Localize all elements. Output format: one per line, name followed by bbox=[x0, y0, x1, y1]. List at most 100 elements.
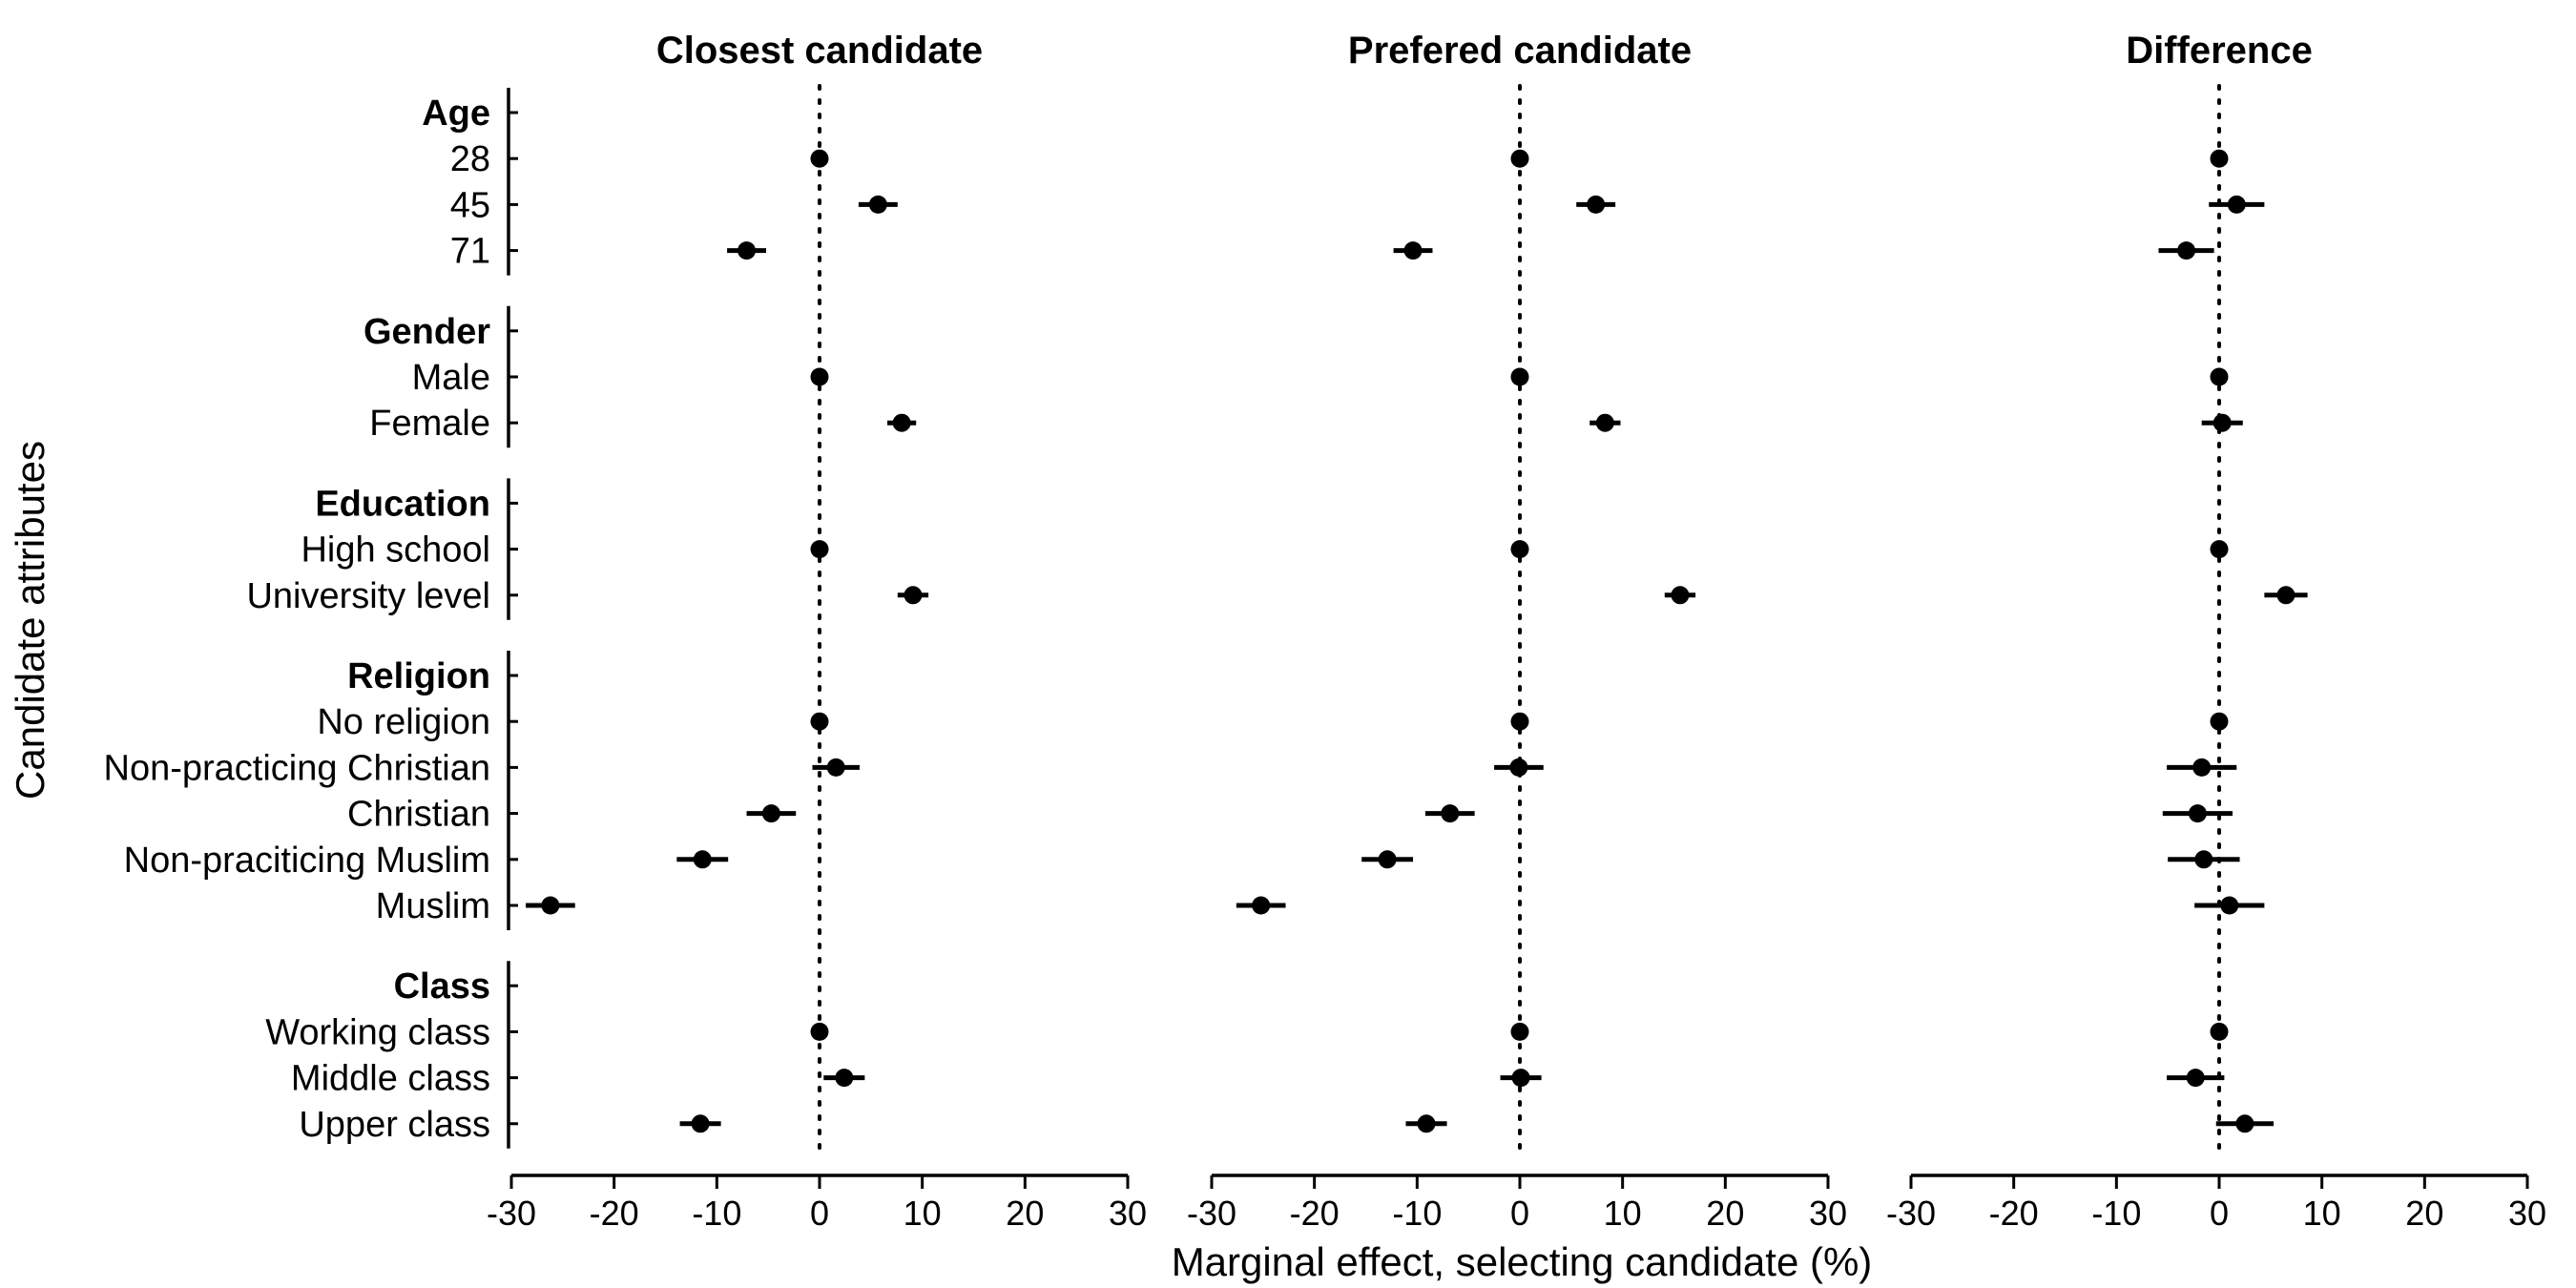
x-tick-label: 10 bbox=[1604, 1194, 1642, 1233]
group-header-label: Religion bbox=[347, 656, 490, 696]
point-estimate bbox=[1510, 1022, 1529, 1041]
panel-3 bbox=[2158, 84, 2308, 1156]
level-label: 71 bbox=[450, 232, 490, 272]
group-header-label: Gender bbox=[364, 312, 490, 352]
point-estimate bbox=[2212, 413, 2232, 432]
level-label: Non-praciticing Muslim bbox=[124, 841, 490, 881]
point-estimate bbox=[1671, 586, 1690, 605]
panel-1 bbox=[526, 84, 929, 1156]
point-estimate bbox=[810, 712, 829, 731]
x-axis-1: -30 -20 -10 0 10 20 30 bbox=[487, 1174, 1147, 1233]
x-tick-label: 20 bbox=[2405, 1194, 2443, 1233]
group-header-label: Age bbox=[422, 93, 490, 134]
panel-2 bbox=[1236, 84, 1696, 1156]
panel-title: Closest candidate bbox=[656, 30, 983, 72]
point-estimate bbox=[868, 195, 887, 214]
level-label: Male bbox=[412, 358, 490, 398]
point-estimate bbox=[810, 540, 829, 559]
level-label: Christian bbox=[347, 795, 490, 835]
point-estimate bbox=[826, 758, 845, 777]
x-tick-label: 20 bbox=[1706, 1194, 1744, 1233]
y-axis-labels: Age 28 45 71 Gender Male Female Education High s… bbox=[104, 93, 491, 1145]
x-tick-label: -30 bbox=[487, 1194, 536, 1233]
x-axis-3: -30 -20 -10 0 10 20 30 bbox=[1886, 1174, 2546, 1233]
y-axis-group-lines bbox=[507, 88, 518, 1149]
point-estimate bbox=[2235, 1114, 2254, 1133]
x-tick-label: -20 bbox=[590, 1194, 639, 1233]
level-label: Working class bbox=[265, 1012, 490, 1052]
point-estimate bbox=[2194, 850, 2213, 869]
panel-title: Prefered candidate bbox=[1348, 30, 1692, 72]
point-estimate bbox=[1510, 367, 1529, 386]
level-label: Middle class bbox=[291, 1059, 490, 1099]
point-estimate bbox=[2276, 586, 2296, 605]
x-tick-label: 10 bbox=[2303, 1194, 2341, 1233]
point-estimate bbox=[737, 241, 757, 260]
point-estimate bbox=[2210, 540, 2229, 559]
level-label: 28 bbox=[450, 139, 490, 179]
x-tick-label: -10 bbox=[2091, 1194, 2141, 1233]
point-estimate bbox=[1510, 712, 1529, 731]
x-tick-label: 30 bbox=[1109, 1194, 1147, 1233]
point-estimate bbox=[904, 586, 923, 605]
point-estimate bbox=[1417, 1114, 1436, 1133]
point-estimate bbox=[892, 413, 911, 432]
x-tick-label: 30 bbox=[2508, 1194, 2546, 1233]
x-tick-label: 0 bbox=[2210, 1194, 2229, 1233]
point-estimate bbox=[835, 1069, 854, 1088]
level-label: No religion bbox=[317, 702, 490, 742]
x-tick-label: -30 bbox=[1886, 1194, 1936, 1233]
group-header-label: Education bbox=[315, 484, 490, 524]
level-label: Non-practicing Christian bbox=[104, 748, 491, 788]
point-estimate bbox=[541, 896, 560, 915]
level-label: Upper class bbox=[299, 1105, 490, 1145]
point-estimate bbox=[761, 804, 780, 823]
x-tick-label: -30 bbox=[1187, 1194, 1236, 1233]
point-estimate bbox=[2220, 896, 2239, 915]
level-label: Muslim bbox=[376, 886, 490, 926]
panel-titles: Closest candidate Prefered candidate Diffe… bbox=[656, 30, 2313, 72]
level-label: Female bbox=[369, 404, 490, 444]
point-estimate bbox=[2188, 804, 2207, 823]
point-estimate bbox=[2210, 149, 2229, 168]
point-estimate bbox=[810, 149, 829, 168]
point-estimate bbox=[1595, 413, 1614, 432]
point-estimate bbox=[2192, 758, 2212, 777]
point-estimate bbox=[1509, 758, 1528, 777]
point-estimate bbox=[691, 1114, 710, 1133]
point-estimate bbox=[2227, 195, 2246, 214]
point-estimate bbox=[1378, 850, 1397, 869]
panel-title: Difference bbox=[2126, 30, 2313, 72]
x-tick-label: 30 bbox=[1809, 1194, 1847, 1233]
point-estimate bbox=[2210, 1022, 2229, 1041]
x-tick-label: 0 bbox=[810, 1194, 829, 1233]
point-estimate bbox=[2210, 367, 2229, 386]
point-estimate bbox=[810, 1022, 829, 1041]
level-label: High school bbox=[301, 530, 490, 571]
point-estimate bbox=[2210, 712, 2229, 731]
x-tick-label: 10 bbox=[904, 1194, 942, 1233]
group-header-label: Class bbox=[394, 966, 490, 1007]
level-label: 45 bbox=[450, 185, 490, 225]
point-estimate bbox=[1510, 149, 1529, 168]
point-estimate bbox=[1441, 804, 1460, 823]
x-tick-label: 20 bbox=[1006, 1194, 1044, 1233]
point-estimate bbox=[1510, 540, 1529, 559]
point-estimate bbox=[2186, 1069, 2205, 1088]
x-tick-label: -20 bbox=[1989, 1194, 2039, 1233]
point-estimate bbox=[1587, 195, 1606, 214]
y-axis-title: Candidate attributes bbox=[8, 441, 52, 800]
x-tick-label: 0 bbox=[1510, 1194, 1529, 1233]
point-estimate bbox=[1511, 1069, 1530, 1088]
x-tick-label: -20 bbox=[1290, 1194, 1340, 1233]
point-estimate bbox=[2177, 241, 2196, 260]
x-tick-label: -10 bbox=[1392, 1194, 1442, 1233]
point-estimate bbox=[693, 850, 712, 869]
level-label: University level bbox=[246, 576, 490, 616]
panels bbox=[526, 84, 2308, 1156]
x-axis-2: -30 -20 -10 0 10 20 30 bbox=[1187, 1174, 1847, 1233]
x-tick-label: -10 bbox=[692, 1194, 741, 1233]
x-axis-title: Marginal effect, selecting candidate (%) bbox=[1172, 1239, 1873, 1284]
